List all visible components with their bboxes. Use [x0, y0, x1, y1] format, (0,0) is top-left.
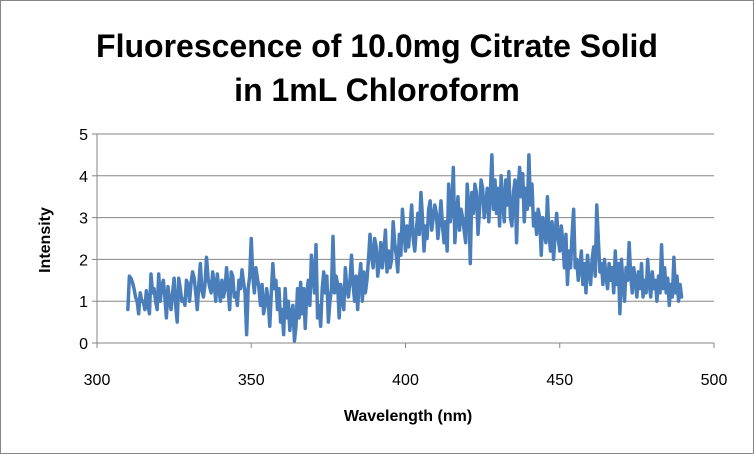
chart-title-line-2: in 1mL Chloroform [234, 72, 520, 108]
text-layer: Fluorescence of 10.0mg Citrate Solid in … [37, 28, 727, 425]
x-tick-label: 350 [238, 372, 265, 389]
y-tick-label: 4 [79, 169, 88, 186]
x-tick-label: 400 [392, 372, 419, 389]
series-line-1 [126, 153, 684, 343]
y-tick-label: 2 [79, 252, 88, 269]
series-layer [126, 153, 684, 343]
y-axis-title: Intensity [37, 207, 54, 273]
y-tick-label: 0 [79, 336, 88, 353]
x-tick-label: 300 [84, 372, 111, 389]
axes [92, 133, 715, 348]
x-axis-title: Wavelength (nm) [344, 408, 472, 425]
y-tick-label: 1 [79, 294, 88, 311]
gridlines [97, 133, 714, 302]
x-tick-label: 500 [701, 372, 728, 389]
chart-title-line-1: Fluorescence of 10.0mg Citrate Solid [96, 28, 658, 64]
y-tick-label: 5 [79, 127, 88, 144]
x-tick-label: 450 [546, 372, 573, 389]
y-tick-label: 3 [79, 211, 88, 228]
